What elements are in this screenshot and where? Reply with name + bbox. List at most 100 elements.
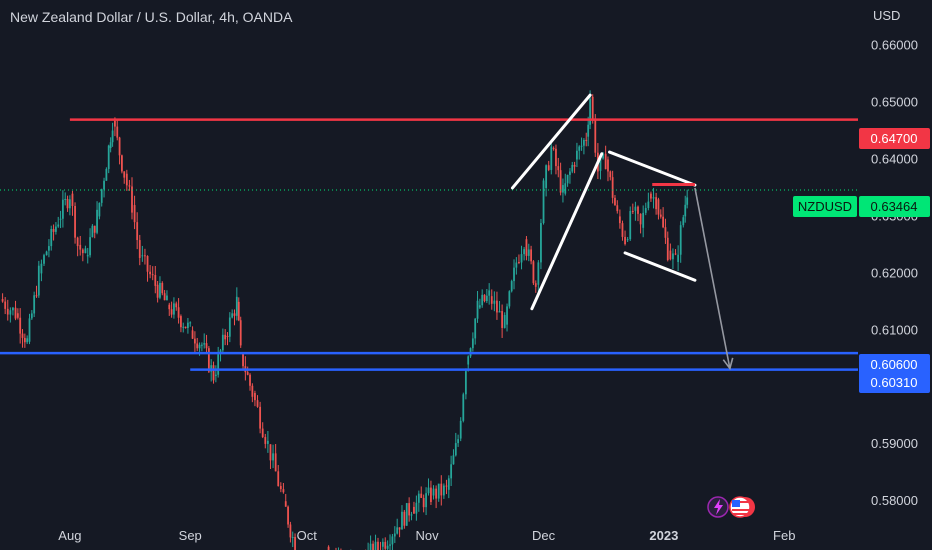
support-lower-badge: 0.60310 xyxy=(859,372,930,393)
candle-body xyxy=(384,541,387,549)
candle-body xyxy=(105,168,108,181)
candle-body xyxy=(89,237,91,256)
candle-body xyxy=(677,254,680,262)
us-flag-stripe xyxy=(740,501,749,503)
y-tick-label-8: 0.58000 xyxy=(871,493,918,508)
candle-body xyxy=(462,394,465,421)
candle-body xyxy=(662,216,665,228)
x-tick-label-0: Aug xyxy=(58,528,81,543)
candle-body xyxy=(515,262,518,268)
candle-body xyxy=(420,493,423,498)
candle-body xyxy=(503,315,506,328)
candle-body xyxy=(170,309,173,315)
candle-body xyxy=(457,439,460,444)
candle-body xyxy=(327,546,330,550)
candle-body xyxy=(28,318,31,342)
candle-body xyxy=(43,255,45,264)
candle-body xyxy=(233,313,236,316)
candle-body xyxy=(644,208,647,213)
candle-body xyxy=(107,145,110,169)
candle-body xyxy=(125,173,128,186)
candle-body xyxy=(33,295,36,314)
resistance-badge-label: 0.64700 xyxy=(871,131,918,146)
candle-body xyxy=(467,356,470,365)
us-flag-canton xyxy=(732,500,740,507)
candle-body xyxy=(40,263,43,274)
candle-body xyxy=(580,145,583,147)
candle-body xyxy=(666,237,669,261)
candle-body xyxy=(684,204,687,217)
price-axis[interactable]: 0.660000.650000.640000.630000.620000.610… xyxy=(871,38,918,509)
candle-body xyxy=(207,348,210,372)
candle-body xyxy=(510,281,513,292)
candle-body xyxy=(621,223,624,237)
trendline-0 xyxy=(510,93,592,190)
candle-body xyxy=(442,485,445,496)
candle-body xyxy=(81,249,84,254)
drawings xyxy=(510,93,734,371)
candle-body xyxy=(396,527,399,534)
candle-body xyxy=(573,164,576,167)
candle-body xyxy=(166,295,168,301)
candle-body xyxy=(527,249,530,256)
candle-body xyxy=(128,185,131,187)
candle-body xyxy=(200,344,203,346)
candle-body xyxy=(642,212,645,228)
candle-body xyxy=(459,420,462,439)
support-upper-badge-bg xyxy=(859,354,930,375)
candle-body xyxy=(631,211,634,213)
candle-body xyxy=(508,291,511,307)
candle-body xyxy=(136,222,139,241)
candle-body xyxy=(226,336,229,338)
candle-body xyxy=(682,217,685,226)
candle-body xyxy=(239,320,242,346)
candle-body xyxy=(289,524,292,538)
candle-body xyxy=(389,544,391,546)
candle-body xyxy=(523,249,526,255)
candle-body xyxy=(518,261,520,263)
event-icons[interactable] xyxy=(707,496,755,518)
candle-body xyxy=(91,225,94,238)
candle-body xyxy=(607,159,609,172)
candle-body xyxy=(291,537,294,539)
candle-body xyxy=(532,261,535,284)
candle-body xyxy=(537,262,540,285)
horizontal-levels xyxy=(0,118,858,371)
candle-body xyxy=(16,313,19,318)
candle-body xyxy=(57,224,60,227)
candle-body xyxy=(672,253,674,260)
candle-body xyxy=(564,183,567,194)
candle-body xyxy=(118,137,121,156)
candle-body xyxy=(639,213,642,225)
symbol-badge-bg xyxy=(793,196,857,217)
candle-body xyxy=(485,295,488,302)
candle-body xyxy=(193,338,196,344)
candle-body xyxy=(450,464,453,479)
candle-body xyxy=(540,223,542,263)
candle-body xyxy=(35,295,38,297)
support-lower-badge-label: 0.60310 xyxy=(871,375,918,390)
candle-body xyxy=(483,294,486,302)
candle-body xyxy=(594,119,597,153)
candle-body xyxy=(23,337,26,343)
candle-body xyxy=(626,239,629,241)
axis-currency: USD xyxy=(873,8,900,23)
candle-body xyxy=(235,296,238,316)
candle-body xyxy=(609,171,612,178)
candle-body xyxy=(481,294,484,306)
candle-body xyxy=(131,186,133,213)
candle-body xyxy=(381,541,384,547)
candle-body xyxy=(557,166,560,171)
candle-body xyxy=(552,148,555,150)
y-tick-label-2: 0.64000 xyxy=(871,151,918,166)
candle-body xyxy=(9,310,12,315)
current-price-badge-label: 0.63464 xyxy=(871,199,918,214)
candle-body xyxy=(159,282,161,298)
candle-body xyxy=(61,199,64,219)
candle-body xyxy=(254,392,256,401)
candle-body xyxy=(21,333,24,338)
candle-body xyxy=(576,150,578,160)
candle-body xyxy=(242,353,244,367)
time-axis[interactable]: Aug Sep Oct Nov Dec 2023 Feb xyxy=(58,528,795,543)
